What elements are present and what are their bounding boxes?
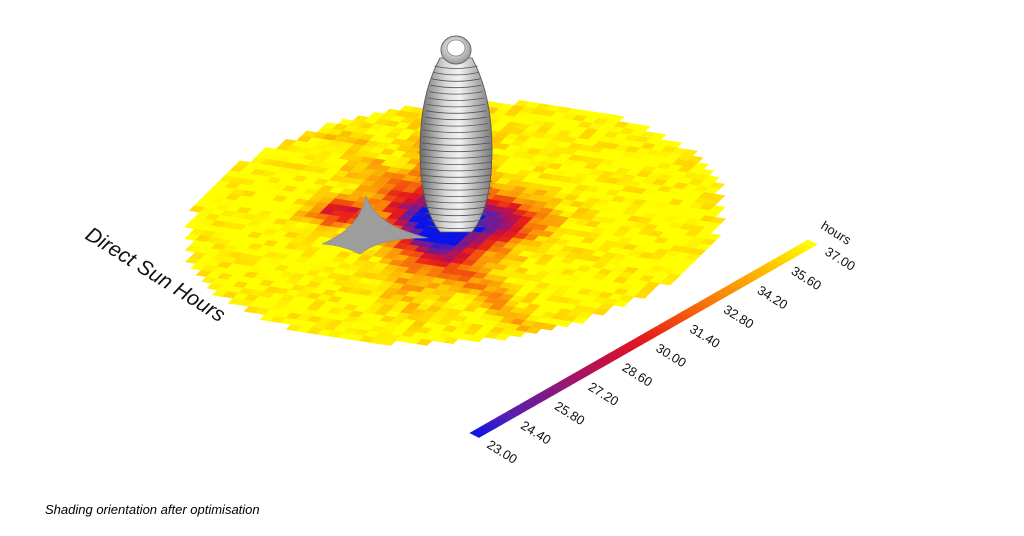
heatmap-cell [540, 323, 558, 331]
heatmap-cell [571, 316, 589, 324]
legend-tick-label: 37.00 [822, 244, 858, 274]
legend-tick-label: 34.20 [755, 282, 791, 312]
tower-floor-line [427, 219, 485, 223]
tower-floor-line [423, 129, 489, 133]
heatmap-cell [416, 338, 433, 346]
heatmap-cell [525, 326, 542, 334]
legend-tick-label: 32.80 [721, 302, 757, 332]
heatmap-cell [612, 299, 630, 308]
tower-floor-line [421, 148, 491, 153]
tower-floor-line [424, 123, 488, 127]
heatmap-cell [592, 308, 609, 316]
heatmap-cell [442, 336, 459, 345]
tower-floor-line [422, 200, 490, 204]
heatmap-cell [633, 291, 651, 299]
tower-floor-line [433, 72, 479, 76]
heatmap-cell [556, 320, 573, 328]
legend-unit: hours [818, 218, 854, 248]
heatmap-cell [659, 278, 676, 286]
legend-segment [801, 239, 818, 249]
heatmap-cell [468, 335, 485, 343]
tower-floor-line [422, 136, 490, 140]
legend-tick-label: 30.00 [653, 340, 689, 370]
legend-tick-label: 24.40 [518, 418, 554, 448]
tower-floor-line [420, 161, 492, 165]
tower-floor-line [419, 180, 493, 185]
tower-floor-line [425, 116, 487, 121]
legend-tick-label: 28.60 [620, 360, 656, 390]
legend-tick-label: 27.20 [586, 379, 622, 409]
tower-floor-line [421, 193, 491, 197]
heatmap-cell [379, 338, 397, 346]
tower-floor-line [431, 78, 481, 82]
tower-floor-line [420, 174, 492, 178]
tower-floor-line [425, 212, 487, 217]
tower-floor-line [428, 97, 484, 101]
legend-tick-label: 23.00 [484, 437, 520, 467]
tower-floor-lines [419, 65, 493, 229]
legend-tick-label: 31.40 [687, 321, 723, 351]
legend-tick-label: 35.60 [789, 263, 825, 293]
figure-caption: Shading orientation after optimisation [45, 502, 260, 517]
heatmap-cell [494, 333, 511, 341]
tower-building [419, 35, 493, 233]
tower-cap-top [446, 39, 466, 57]
tower-floor-line [428, 225, 484, 229]
tower-floor-line [430, 84, 482, 89]
tower-floor-line [426, 110, 486, 114]
shading-device [321, 194, 429, 255]
tower-floor-line [424, 206, 488, 210]
heatmap-cell [509, 330, 527, 338]
tower-floor-line [434, 65, 478, 69]
tower-floor-line [421, 142, 491, 146]
tower-floor-line [419, 187, 493, 191]
tower-floor-line [427, 104, 485, 108]
legend-tick-label: 25.80 [552, 398, 588, 428]
tower-floor-line [429, 91, 483, 95]
tower-floor-line [420, 168, 492, 172]
tower-floor-line [420, 155, 492, 159]
legend-color-bar [469, 239, 818, 438]
